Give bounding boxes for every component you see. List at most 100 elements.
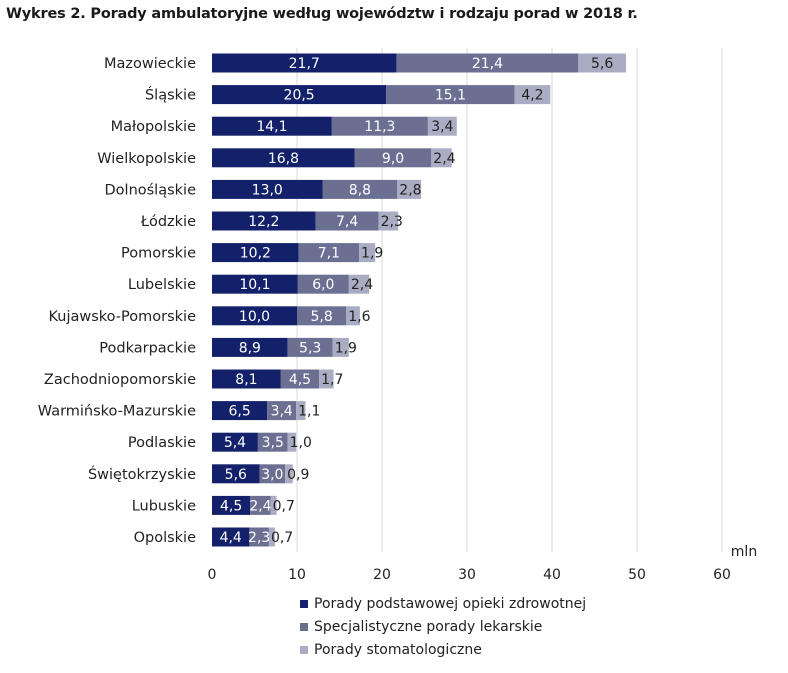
bar-wielkopolskie-series-1	[354, 148, 432, 168]
bar-pomorskie-series-0	[212, 243, 299, 263]
data-label-swietokrzyskie-series-1: 3,0	[261, 467, 283, 483]
data-label-malopolskie-series-0: 14,1	[256, 119, 287, 135]
category-label-podkarpackie: Podkarpackie	[99, 340, 196, 356]
data-label-malopolskie-series-2: 3,4	[431, 119, 453, 135]
legend: Porady podstawowej opieki zdrowotnej Spe…	[300, 592, 586, 661]
data-label-lubuskie-series-2: 0,7	[273, 498, 295, 514]
category-label-pomorskie: Pomorskie	[121, 246, 196, 262]
category-label-kujawsko-pomorskie: Kujawsko-Pomorskie	[48, 309, 196, 325]
data-label-podkarpackie-series-1: 5,3	[299, 340, 321, 356]
x-tick-label-60: 60	[713, 567, 731, 583]
bar-zachodniopomorskie-series-2	[319, 369, 334, 389]
bar-mazowieckie-series-0	[212, 53, 397, 73]
bar-kujawsko-pomorskie-series-1	[297, 306, 347, 326]
category-label-swietokrzyskie: Świętokrzyskie	[88, 465, 196, 483]
bar-wielkopolskie-series-2	[431, 148, 452, 168]
x-tick-label-10: 10	[288, 567, 306, 583]
bar-kujawsko-pomorskie-series-2	[346, 306, 360, 326]
data-label-opolskie-series-0: 4,4	[220, 530, 242, 546]
data-label-slaskie-series-1: 15,1	[435, 88, 466, 104]
data-label-mazowieckie-series-2: 5,6	[591, 56, 613, 72]
x-tick-label-20: 20	[373, 567, 391, 583]
bar-lodzkie-series-2	[378, 211, 399, 231]
data-label-malopolskie-series-1: 11,3	[364, 119, 395, 135]
legend-label-specjalistyczne: Specjalistyczne porady lekarskie	[314, 618, 543, 635]
legend-swatch-specjalistyczne	[300, 622, 308, 631]
bar-wielkopolskie-series-0	[212, 148, 355, 168]
data-label-warminsko-mazurskie-series-1: 3,4	[271, 404, 293, 420]
data-label-warminsko-mazurskie-series-0: 6,5	[228, 404, 250, 420]
bar-lubuskie-series-0	[212, 495, 251, 515]
data-label-podkarpackie-series-0: 8,9	[239, 340, 261, 356]
data-label-kujawsko-pomorskie-series-1: 5,8	[311, 309, 333, 325]
legend-item-stomatologiczne: Porady stomatologiczne	[300, 638, 586, 661]
legend-swatch-stomatologiczne	[300, 645, 308, 654]
category-label-wielkopolskie: Wielkopolskie	[97, 151, 196, 167]
data-label-pomorskie-series-2: 1,9	[361, 246, 383, 262]
chart-title: Wykres 2. Porady ambulatoryjne według wo…	[6, 6, 638, 22]
bar-opolskie-series-0	[212, 527, 250, 547]
data-label-swietokrzyskie-series-2: 0,9	[287, 467, 309, 483]
bar-opolskie-series-2	[268, 527, 275, 547]
bar-podkarpackie-series-1	[287, 337, 333, 357]
bar-dolnoslaskie-series-0	[212, 179, 323, 199]
bar-swietokrzyskie-series-2	[285, 464, 293, 484]
data-label-podlaskie-series-1: 3,5	[262, 435, 284, 451]
bar-pomorskie-series-1	[298, 243, 360, 263]
bar-podlaskie-series-0	[212, 432, 258, 452]
bar-malopolskie-series-0	[212, 116, 332, 136]
legend-label-stomatologiczne: Porady stomatologiczne	[314, 641, 482, 658]
data-label-mazowieckie-series-1: 21,4	[472, 56, 503, 72]
x-tick-label-40: 40	[543, 567, 561, 583]
x-tick-label-50: 50	[628, 567, 646, 583]
bar-swietokrzyskie-series-0	[212, 464, 260, 484]
data-label-zachodniopomorskie-series-2: 1,7	[321, 372, 343, 388]
category-label-zachodniopomorskie: Zachodniopomorskie	[44, 372, 196, 388]
data-label-mazowieckie-series-0: 21,7	[289, 56, 320, 72]
bar-lubelskie-series-2	[348, 274, 370, 294]
category-label-opolskie: Opolskie	[134, 530, 196, 546]
bar-warminsko-mazurskie-series-1	[267, 401, 297, 421]
bar-opolskie-series-1	[249, 527, 269, 547]
bar-lubelskie-series-0	[212, 274, 298, 294]
data-label-lodzkie-series-0: 12,2	[248, 214, 279, 230]
category-label-mazowieckie: Mazowieckie	[104, 56, 196, 72]
data-label-dolnoslaskie-series-0: 13,0	[252, 182, 283, 198]
bar-pomorskie-series-2	[359, 243, 376, 263]
bar-kujawsko-pomorskie-series-0	[212, 306, 297, 326]
bar-dolnoslaskie-series-1	[322, 179, 398, 199]
data-label-kujawsko-pomorskie-series-0: 10,0	[239, 309, 270, 325]
data-label-lubuskie-series-1: 2,4	[249, 498, 271, 514]
category-label-malopolskie: Małopolskie	[111, 119, 196, 135]
x-tick-label-30: 30	[458, 567, 476, 583]
legend-label-poz: Porady podstawowej opieki zdrowotnej	[314, 595, 587, 612]
bar-slaskie-series-0	[212, 85, 387, 105]
bar-malopolskie-series-1	[331, 116, 428, 136]
data-label-wielkopolskie-series-2: 2,4	[433, 151, 455, 167]
category-label-lodzkie: Łódzkie	[140, 214, 196, 230]
bar-malopolskie-series-2	[427, 116, 457, 136]
category-label-slaskie: Śląskie	[145, 86, 196, 104]
bar-podlaskie-series-2	[287, 432, 297, 452]
category-label-lubuskie: Lubuskie	[132, 498, 196, 514]
bar-podkarpackie-series-0	[212, 337, 288, 357]
bar-zachodniopomorskie-series-1	[280, 369, 320, 389]
bar-dolnoslaskie-series-2	[397, 179, 422, 199]
data-label-warminsko-mazurskie-series-2: 1,1	[298, 404, 320, 420]
data-label-podlaskie-series-2: 1,0	[290, 435, 312, 451]
data-label-opolskie-series-1: 2,3	[248, 530, 270, 546]
data-label-lubuskie-series-0: 4,5	[220, 498, 242, 514]
data-label-kujawsko-pomorskie-series-2: 1,6	[348, 309, 370, 325]
bar-zachodniopomorskie-series-0	[212, 369, 281, 389]
data-label-pomorskie-series-1: 7,1	[318, 246, 340, 262]
data-label-lubelskie-series-0: 10,1	[239, 277, 270, 293]
bar-lodzkie-series-0	[212, 211, 316, 231]
bar-lodzkie-series-1	[315, 211, 379, 231]
bar-warminsko-mazurskie-series-2	[296, 401, 306, 421]
bar-podlaskie-series-1	[257, 432, 288, 452]
data-label-zachodniopomorskie-series-1: 4,5	[289, 372, 311, 388]
bar-lubuskie-series-2	[270, 495, 277, 515]
data-label-lodzkie-series-2: 2,3	[381, 214, 403, 230]
data-label-lodzkie-series-1: 7,4	[336, 214, 358, 230]
